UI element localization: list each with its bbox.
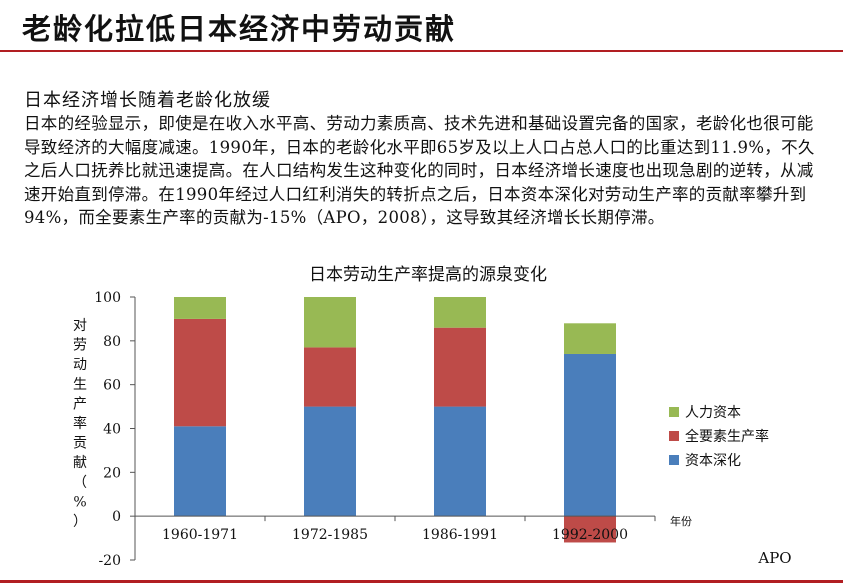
bar-segment	[434, 406, 486, 517]
y-tick-label: 0	[112, 509, 121, 525]
y-tick-label: 20	[103, 465, 121, 481]
y-tick-label: 80	[103, 334, 121, 350]
legend-swatch	[669, 431, 679, 441]
x-axis-label: 年份	[670, 514, 692, 528]
bar-segment	[174, 318, 226, 427]
stacked-bar-chart: 日本劳动生产率提高的源泉变化 -20 0 20 40 60 80 100 对劳动生产率贡献（%）…	[73, 265, 792, 569]
x-tick-label: 1972-1985	[292, 527, 368, 543]
bar-segment	[304, 297, 356, 348]
bar-segment	[304, 406, 356, 517]
x-tick-label: 1992-2000	[552, 527, 628, 543]
bar-segment	[434, 327, 486, 407]
x-tick-label: 1960-1971	[162, 527, 238, 543]
legend-label: 资本深化	[685, 453, 741, 469]
chart-title: 日本劳动生产率提高的源泉变化	[309, 265, 547, 285]
body-paragraph: 日本的经验显示，即使是在收入水平高、劳动力素质高、技术先进和基础设置完备的国家，…	[24, 114, 815, 228]
bar-segment	[174, 426, 226, 517]
source-note: APO	[757, 549, 791, 567]
top-divider	[0, 50, 843, 52]
bar-segment	[564, 353, 616, 517]
y-tick-label: 60	[103, 378, 121, 394]
bar-segment	[434, 297, 486, 328]
bar-segment	[564, 516, 616, 543]
section-subtitle: 日本经济增长随着老龄化放缓	[24, 90, 271, 111]
bottom-divider	[0, 580, 843, 583]
y-tick-label: -20	[98, 553, 121, 569]
legend-label: 全要素生产率	[685, 428, 769, 445]
y-tick-label: 40	[103, 422, 121, 438]
legend-swatch	[669, 455, 679, 465]
bar-segment	[174, 297, 226, 319]
bar-segment	[304, 347, 356, 407]
bar-segment	[564, 323, 616, 354]
y-tick-label: 100	[94, 290, 121, 306]
y-axis-label: 对劳动生产率贡献（%）	[73, 318, 87, 530]
legend-label: 人力资本	[685, 405, 741, 421]
x-tick-label: 1986-1991	[422, 527, 498, 543]
legend-swatch	[669, 407, 679, 417]
page-title: 老龄化拉低日本经济中劳动贡献	[22, 12, 457, 46]
